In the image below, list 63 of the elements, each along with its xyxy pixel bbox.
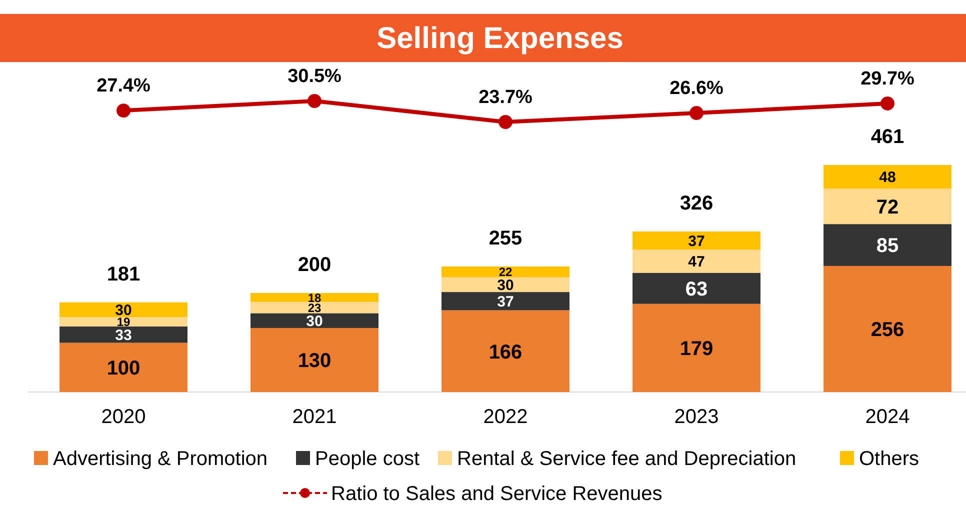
bar xyxy=(60,342,188,392)
data-label: 48 xyxy=(879,169,896,186)
bar xyxy=(442,277,570,292)
point xyxy=(690,106,704,120)
data-label: 166 xyxy=(488,341,522,364)
chart-title: Selling Expenses xyxy=(376,22,624,55)
data-label: 37 xyxy=(688,232,705,250)
x-tick-label: 2022 xyxy=(483,406,528,428)
bar xyxy=(632,250,760,273)
bar xyxy=(250,302,378,314)
x-tick-label: 2020 xyxy=(101,406,146,428)
data-label: 256 xyxy=(870,319,904,342)
legend-label: Advertising & Promotion xyxy=(53,448,268,470)
data-label: 33 xyxy=(115,327,132,344)
data-label: 179 xyxy=(680,338,714,360)
bar xyxy=(632,231,760,250)
data-label: 37 xyxy=(497,294,514,311)
x-tick-label: 2024 xyxy=(865,406,910,428)
total-label: 181 xyxy=(106,263,140,286)
legend-label: Others xyxy=(859,448,920,470)
data-label: 22 xyxy=(498,265,512,280)
total-label: 200 xyxy=(298,254,332,276)
bar xyxy=(632,272,760,304)
data-label: 30 xyxy=(497,277,514,294)
bar xyxy=(824,266,952,392)
data-label: 27.4% xyxy=(96,76,151,97)
total-label: 255 xyxy=(488,227,522,250)
bar xyxy=(250,328,378,392)
bar xyxy=(250,293,378,302)
data-label: 30.5% xyxy=(288,66,342,87)
legend-label: Ratio to Sales and Service Revenues xyxy=(331,483,662,505)
bar xyxy=(60,302,188,318)
total-label: 326 xyxy=(680,192,714,214)
data-label: 30 xyxy=(306,313,323,330)
bar xyxy=(442,310,570,392)
point xyxy=(880,96,894,110)
x-tick-label: 2021 xyxy=(292,406,337,428)
x-tick-label: 2023 xyxy=(674,406,719,428)
point xyxy=(308,94,322,108)
data-label: 26.6% xyxy=(670,78,724,100)
data-label: 19 xyxy=(116,315,130,330)
bar xyxy=(824,224,952,266)
point xyxy=(498,115,512,129)
bar xyxy=(632,304,760,392)
data-label: 85 xyxy=(876,235,899,258)
total-label: 461 xyxy=(870,126,904,148)
data-label: 29.7% xyxy=(860,68,915,90)
bar xyxy=(442,292,570,310)
bar xyxy=(250,313,378,328)
data-label: 72 xyxy=(876,196,899,219)
bar xyxy=(60,317,188,327)
bar xyxy=(442,266,570,278)
data-label: 63 xyxy=(685,278,708,301)
data-label: 47 xyxy=(688,254,705,271)
data-label: 100 xyxy=(106,358,140,380)
legend-label: Rental & Service fee and Depreciation xyxy=(457,448,796,470)
bar xyxy=(60,326,188,343)
data-label: 130 xyxy=(298,350,332,372)
bar xyxy=(824,165,952,189)
data-label: 23.7% xyxy=(478,87,533,108)
legend-label: People cost xyxy=(315,448,420,470)
bar xyxy=(824,188,952,224)
point xyxy=(116,104,130,118)
